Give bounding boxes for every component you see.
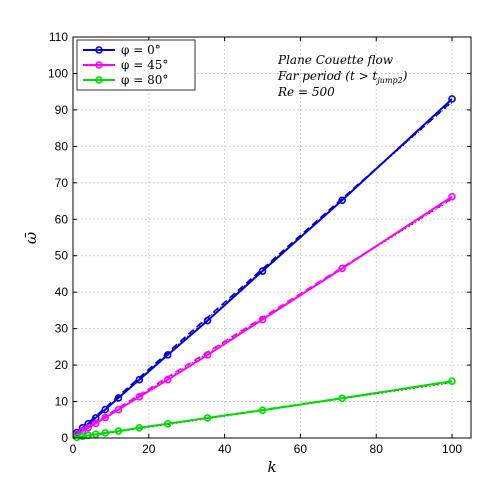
series-2-point bbox=[91, 430, 100, 439]
ticks: 0 20 40 60 80 100 0 10 20 30 40 50 60 70 80 90 100 110 bbox=[48, 30, 471, 456]
series-2-point bbox=[114, 427, 123, 435]
plot-area bbox=[73, 37, 471, 438]
series-1-point bbox=[135, 393, 144, 401]
series-0-point bbox=[338, 196, 346, 205]
series-1-point bbox=[114, 405, 123, 414]
x-tick-label: 40 bbox=[218, 442, 232, 456]
x-tick-label: 20 bbox=[142, 442, 156, 456]
y-axis-label: ω̄ bbox=[22, 232, 40, 244]
x-axis-label: k bbox=[267, 458, 276, 476]
y-tick-label: 70 bbox=[55, 176, 69, 190]
series-2-point bbox=[203, 414, 212, 422]
series-1-point bbox=[163, 375, 172, 384]
series-2-point bbox=[448, 377, 456, 385]
legend-label-2: φ = 80° bbox=[121, 73, 168, 87]
legend-marker-2 bbox=[95, 76, 103, 84]
legend-marker-0 bbox=[95, 46, 103, 54]
legend: φ = 0°φ = 45°φ = 80° bbox=[76, 39, 196, 91]
annotation: Plane Couette flow Far period (t > tjump… bbox=[277, 53, 408, 99]
y-tick-label: 0 bbox=[61, 431, 68, 445]
y-tick-label: 80 bbox=[55, 139, 69, 153]
legend-label-1: φ = 45° bbox=[121, 58, 168, 72]
series-0-point bbox=[114, 394, 123, 402]
series-1-point bbox=[448, 192, 456, 201]
x-tick-label: 100 bbox=[442, 442, 462, 456]
series-1-point bbox=[338, 264, 346, 273]
series-0-point bbox=[101, 405, 110, 414]
annotation-reynolds: Re = 500 bbox=[277, 85, 335, 99]
series-1-point bbox=[203, 351, 212, 359]
series-0-point bbox=[135, 375, 144, 384]
series-2-point bbox=[338, 394, 346, 403]
series-2 bbox=[72, 377, 456, 442]
series-0-point bbox=[163, 351, 172, 359]
series-1-point bbox=[91, 419, 100, 428]
y-tick-label: 60 bbox=[55, 212, 69, 226]
series-0-point bbox=[258, 267, 267, 275]
series-2-point bbox=[258, 406, 267, 415]
series-2-line bbox=[76, 380, 453, 439]
x-tick-label: 60 bbox=[294, 442, 308, 456]
series-2-point bbox=[135, 423, 144, 432]
annotation-period-subscript: jump2 bbox=[375, 76, 402, 85]
series-1-point bbox=[258, 315, 267, 324]
legend-marker-1 bbox=[95, 61, 103, 69]
series-2-point bbox=[101, 429, 110, 437]
x-tick-label: 80 bbox=[370, 442, 384, 456]
annotation-flow: Plane Couette flow bbox=[277, 53, 394, 67]
y-tick-label: 10 bbox=[55, 395, 69, 409]
series-1-point bbox=[101, 413, 110, 422]
y-tick-label: 20 bbox=[55, 358, 69, 372]
series-2-point bbox=[163, 419, 172, 428]
series-1-point bbox=[84, 423, 92, 432]
plot-frame bbox=[72, 36, 472, 439]
x-tick-label: 0 bbox=[70, 442, 77, 456]
legend-label-0: φ = 0° bbox=[121, 43, 161, 57]
series-1-line bbox=[76, 195, 453, 436]
series-0-point bbox=[203, 316, 212, 325]
y-tick-label: 90 bbox=[55, 103, 69, 117]
series-0-point bbox=[448, 95, 456, 103]
series-1-fit-line bbox=[72, 197, 453, 438]
annotation-period-close: ) bbox=[402, 69, 408, 83]
y-tick-label: 30 bbox=[55, 322, 69, 336]
y-tick-label: 110 bbox=[49, 30, 68, 44]
y-tick-label: 100 bbox=[48, 66, 68, 80]
series-1-reference-line bbox=[72, 199, 453, 438]
y-tick-label: 40 bbox=[55, 285, 69, 299]
annotation-period-main: Far period (t > t bbox=[277, 69, 377, 83]
annotation-period: Far period (t > tjump2) bbox=[277, 69, 408, 85]
y-tick-label: 50 bbox=[55, 249, 69, 263]
